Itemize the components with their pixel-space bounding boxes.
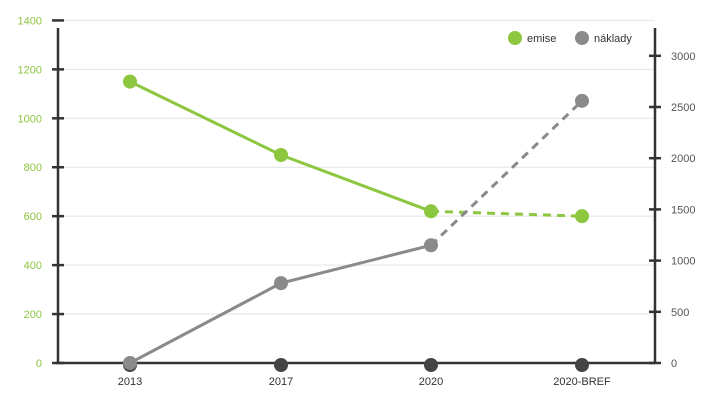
right-tick-label: 0 xyxy=(671,358,677,370)
left-tick-label: 1200 xyxy=(18,64,42,76)
data-point-emise xyxy=(123,74,137,89)
right-tick-label: 500 xyxy=(671,307,689,319)
series-line-emise xyxy=(129,80,432,213)
left-tick-label: 400 xyxy=(24,260,42,272)
legend-label: emise xyxy=(527,33,556,45)
legend-marker-emise xyxy=(508,31,522,45)
series-points xyxy=(123,74,589,370)
x-axis-marker xyxy=(424,358,438,372)
right-tick-label: 2500 xyxy=(671,102,695,114)
series-line-dashed-náklady xyxy=(429,99,584,247)
x-tick-label: 2017 xyxy=(269,376,293,388)
series-line-náklady xyxy=(129,243,432,365)
left-tick-label: 1000 xyxy=(18,113,42,125)
right-tick-label: 2000 xyxy=(671,153,695,165)
series-lines xyxy=(129,80,584,365)
left-tick-label: 1400 xyxy=(18,15,42,27)
legend-label: náklady xyxy=(594,33,632,45)
data-point-náklady xyxy=(123,356,137,370)
data-point-emise xyxy=(274,148,288,163)
x-tick-label: 2020 xyxy=(419,376,443,388)
x-axis-marker xyxy=(274,358,288,372)
legend: emise náklady xyxy=(508,31,632,45)
data-point-náklady xyxy=(424,238,438,253)
data-point-emise xyxy=(575,209,589,224)
data-point-náklady xyxy=(575,93,589,108)
left-tick-label: 0 xyxy=(36,358,42,370)
x-tick-label: 2020-BREF xyxy=(553,376,611,388)
legend-marker-náklady xyxy=(575,31,589,45)
right-tick-label: 3000 xyxy=(671,51,695,63)
gridlines xyxy=(58,19,655,315)
left-tick-label: 600 xyxy=(24,211,42,223)
left-tick-label: 200 xyxy=(24,309,42,321)
left-tick-label: 800 xyxy=(24,162,42,174)
data-point-náklady xyxy=(274,276,288,291)
x-tick-label: 2013 xyxy=(118,376,142,388)
series-line-dashed-emise xyxy=(430,209,583,218)
data-point-emise xyxy=(424,204,438,219)
axes: 0 200 400 600 800 1000 1200 1400 0 500 1000 1500 200… xyxy=(18,15,696,388)
right-tick-label: 1000 xyxy=(671,256,695,268)
right-tick-label: 1500 xyxy=(671,204,695,216)
x-axis-marker xyxy=(575,358,589,372)
